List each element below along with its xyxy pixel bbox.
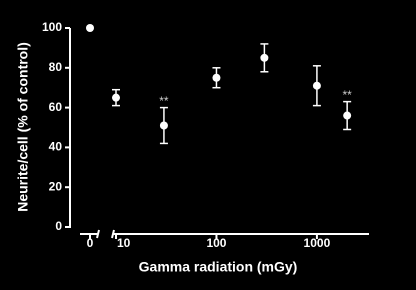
annotation: ** bbox=[342, 88, 352, 102]
annotation: ** bbox=[159, 94, 169, 108]
x-tick-label: 0 bbox=[87, 236, 94, 250]
y-tick-label: 80 bbox=[49, 60, 63, 74]
point bbox=[343, 111, 352, 120]
y-tick-label: 100 bbox=[42, 20, 62, 34]
x-axis-label: Gamma radiation (mGy) bbox=[139, 259, 298, 275]
x-tick-label: 100 bbox=[206, 236, 226, 250]
y-tick-label: 20 bbox=[49, 179, 63, 193]
y-tick-label: 0 bbox=[55, 219, 62, 233]
point bbox=[212, 73, 221, 82]
y-tick-label: 40 bbox=[49, 140, 63, 154]
point bbox=[312, 81, 321, 90]
x-tick-label: 10 bbox=[117, 236, 131, 250]
y-axis-label: Neurite/cell (% of control) bbox=[15, 42, 31, 212]
point bbox=[112, 93, 120, 102]
x-tick-label: 1000 bbox=[304, 236, 331, 250]
point bbox=[86, 24, 94, 32]
y-tick-label: 60 bbox=[49, 100, 63, 114]
point bbox=[260, 53, 269, 62]
point bbox=[159, 121, 168, 130]
x-axis-break bbox=[96, 229, 100, 239]
